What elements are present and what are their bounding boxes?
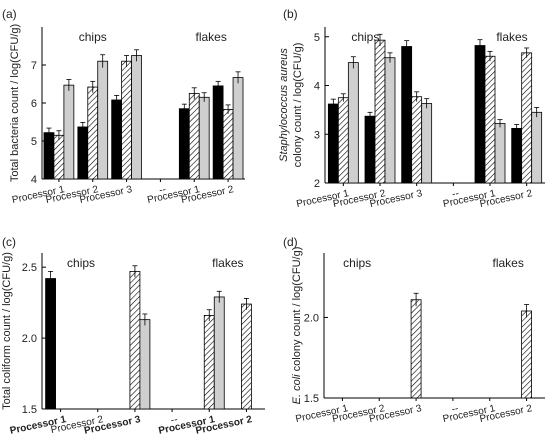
bar-gray [213, 296, 225, 410]
bar-black [212, 85, 224, 180]
group-label: flakes [496, 30, 527, 44]
y-axis-label-italic: E. coli [291, 374, 303, 405]
y-tick-label: 2 [314, 178, 320, 190]
y-axis-label: Total bacteria count / log(CFU/g) [9, 24, 21, 182]
y-tick-label: 1.5 [304, 393, 319, 405]
bar-gray [384, 57, 396, 184]
bar-gray [421, 103, 433, 184]
group-label: chips [79, 30, 107, 44]
bar-gray [531, 111, 543, 184]
bar-black [364, 115, 376, 184]
bar-hatch [53, 134, 65, 180]
y-axis-label: Total coliform count / log(CFU/g) [1, 252, 13, 410]
bar-hatch [241, 303, 252, 410]
bar-gray [63, 84, 75, 180]
bar-hatch [410, 299, 422, 399]
bar-black [43, 132, 55, 180]
bar-hatch [87, 86, 99, 180]
bar-hatch [129, 271, 141, 410]
y-tick-label: 4 [31, 174, 37, 186]
bar-hatch [411, 96, 423, 184]
bar-black [178, 108, 190, 180]
bar-black [511, 127, 523, 184]
bar-hatch [484, 55, 496, 184]
y-tick-label: 6 [31, 98, 37, 110]
y-axis-label-rest: colony count / log(CFU/g) [291, 247, 303, 375]
x-tick-label: -- [158, 184, 167, 196]
bar-gray [131, 55, 142, 180]
group-label: chips [343, 256, 371, 270]
x-tick-label: -- [451, 188, 460, 200]
bar-gray [347, 62, 359, 184]
bar-black [327, 103, 339, 184]
y-axis-label-line2: colony count / log(CFU/g) [292, 43, 304, 168]
y-tick-label: 1.5 [22, 404, 37, 416]
x-tick-label: -- [170, 414, 179, 426]
bar-hatch [121, 60, 132, 180]
y-tick-label: 2.0 [22, 333, 37, 345]
y-axis-label-line1: Staphylococcus aureus [278, 48, 290, 162]
bar-hatch [188, 93, 200, 180]
panel-label: (a) [2, 7, 17, 21]
panel-a: (a) 4 5 6 7 Total bacteria count / log(CFU/g)… [2, 7, 245, 206]
bar-gray [97, 60, 109, 180]
group-label: flakes [195, 30, 226, 44]
panel-b: (b) 2 3 4 5 Staphylococcus aureus colony count… [278, 7, 545, 210]
y-tick-label: 2.0 [304, 312, 319, 324]
bar-hatch [521, 52, 533, 184]
bar-black [474, 45, 486, 184]
group-label: chips [67, 256, 95, 270]
y-tick-label: 3 [314, 129, 320, 141]
group-label: flakes [492, 256, 523, 270]
y-tick-label: 2.5 [22, 262, 37, 274]
panel-d: (d)1.52.0E. coli colony count / log(CFU/… [283, 235, 545, 425]
group-label: chips [351, 30, 379, 44]
bar-black [111, 99, 123, 180]
bar-hatch [521, 310, 532, 399]
bar-gray [494, 123, 506, 184]
y-tick-label: 4 [314, 81, 320, 93]
bar-gray [198, 96, 210, 180]
y-tick-label: 5 [314, 32, 320, 44]
bar-hatch [374, 39, 386, 184]
bar-hatch [337, 97, 349, 184]
bar-hatch [203, 314, 215, 410]
bar-gray [232, 77, 244, 180]
y-tick-label: 5 [31, 136, 37, 148]
bar-black [401, 46, 413, 184]
x-tick-label: -- [451, 403, 460, 415]
bar-hatch [222, 109, 234, 180]
panel-label: (b) [283, 7, 298, 21]
y-axis-label: E. coli colony count / log(CFU/g) [291, 247, 303, 405]
panel-c: (c) 1.5 2.0 2.5 Total coliform count / log(C… [1, 235, 265, 437]
bar-black [45, 278, 56, 410]
group-label: flakes [212, 256, 243, 270]
panel-label: (c) [2, 235, 16, 249]
bar-black [77, 126, 89, 180]
bar-gray [139, 319, 151, 410]
y-tick-label: 7 [31, 60, 37, 72]
panel-label: (d) [283, 235, 298, 249]
